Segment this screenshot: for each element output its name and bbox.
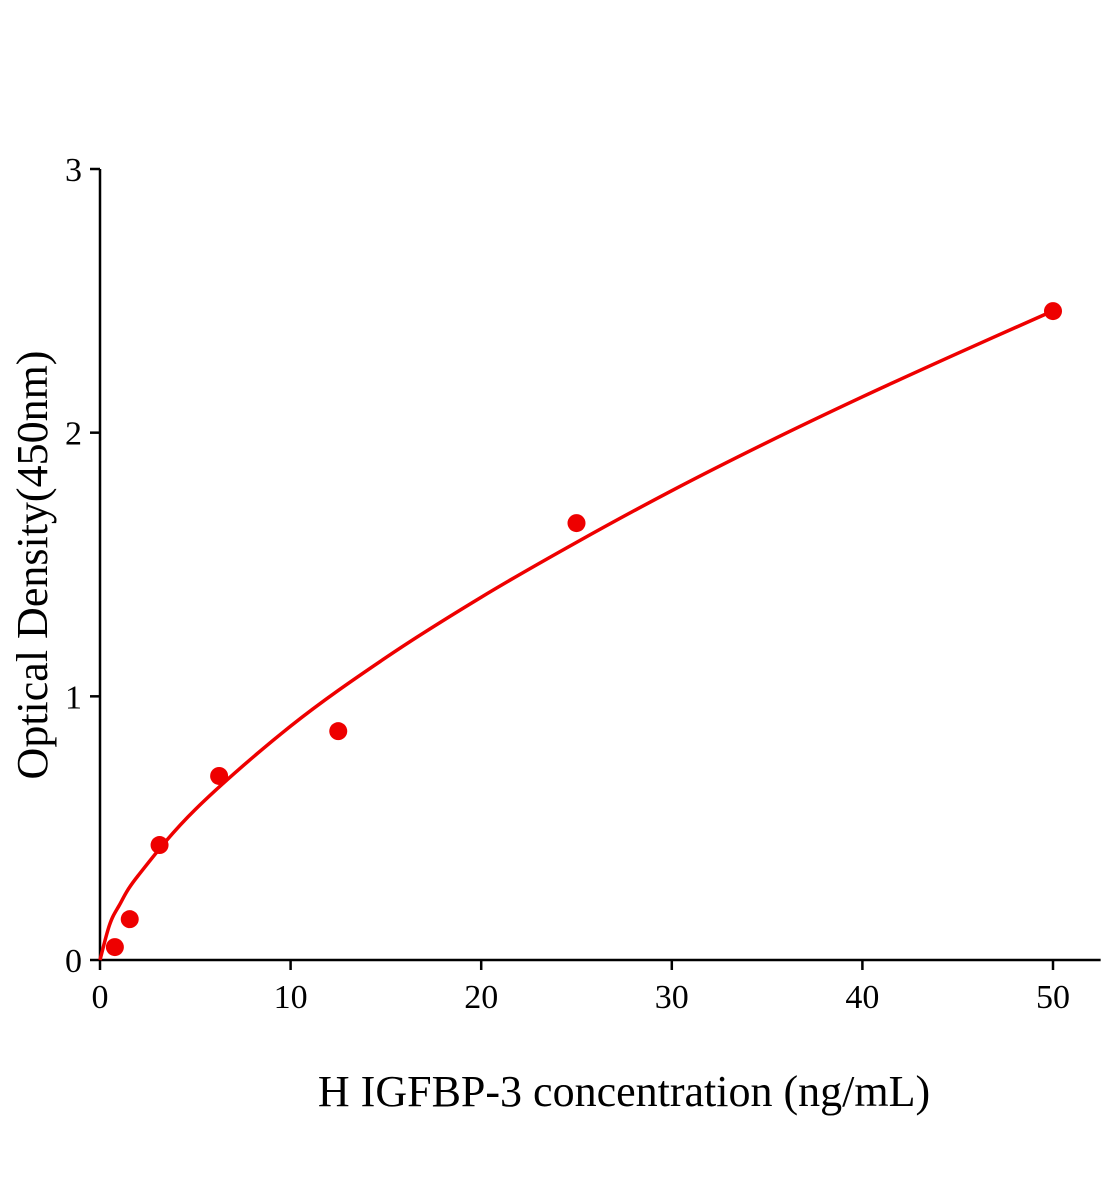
fit-curve: [98, 309, 1054, 961]
x-tick-label: 50: [1036, 979, 1070, 1016]
x-tick-label: 10: [274, 979, 308, 1016]
x-axis-title: H IGFBP-3 concentration (ng/mL): [318, 1067, 930, 1116]
x-tick-label: 0: [92, 979, 109, 1016]
axes: 0 10 20 30 40 50 0 1 2 3: [65, 152, 1101, 1016]
y-tick-label: 3: [65, 152, 82, 189]
x-tick-label: 40: [845, 979, 879, 1016]
data-point: [105, 938, 124, 957]
data-point: [120, 910, 139, 929]
x-tick-label: 30: [655, 979, 689, 1016]
y-tick-label: 2: [65, 416, 82, 453]
y-axis-title: Optical Density(450nm): [8, 351, 57, 780]
data-point: [329, 722, 348, 741]
data-point: [567, 514, 586, 533]
y-tick-label: 0: [65, 943, 82, 980]
data-point: [150, 836, 169, 855]
data-point: [210, 766, 229, 785]
data-points: [105, 302, 1062, 957]
data-point: [1044, 302, 1062, 321]
y-tick-label: 1: [65, 679, 82, 716]
x-tick-label: 20: [464, 979, 498, 1016]
